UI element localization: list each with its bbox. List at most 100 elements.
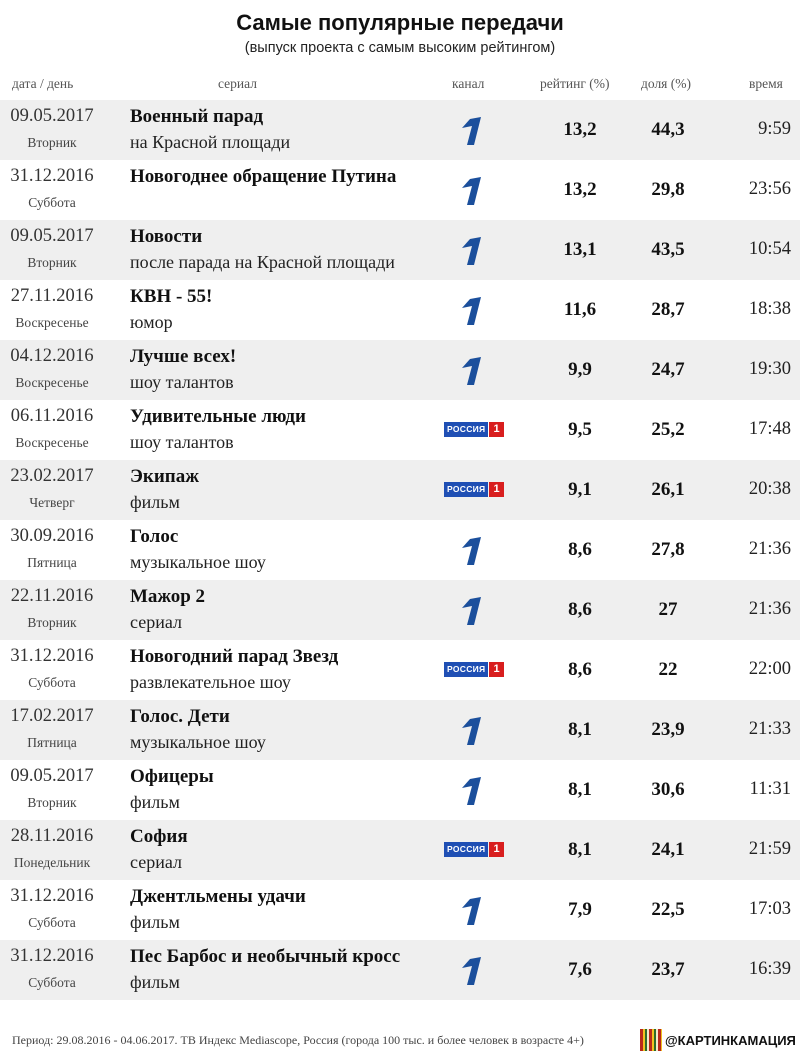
row-date: 28.11.2016: [10, 826, 94, 846]
perviy-kanal-logo-icon: [462, 957, 481, 985]
column-header-series: сериал: [218, 76, 257, 91]
row-time: 9:59: [758, 119, 791, 139]
row-show-title: Лучше всех!: [130, 346, 237, 367]
row-show-subtitle: после парада на Красной площади: [130, 252, 395, 272]
table-row: 22.11.2016 Вторник Мажор 2 сериал 8,6 27 21:36: [0, 580, 800, 640]
row-rating: 8,1: [568, 719, 592, 740]
row-rating: 13,2: [563, 119, 597, 140]
row-weekday: Суббота: [28, 915, 76, 930]
table-row: 31.12.2016 Суббота Пес Барбос и необычный …: [0, 940, 800, 1000]
row-show-subtitle: фильм: [130, 492, 180, 512]
row-show-title: КВН - 55!: [130, 286, 213, 307]
rossiya-logo-number: 1: [489, 422, 504, 437]
row-rating: 11,6: [563, 299, 597, 320]
row-rating: 8,6: [568, 599, 592, 620]
row-time: 21:36: [748, 599, 791, 619]
row-show-subtitle: фильм: [130, 972, 180, 992]
row-time: 17:48: [748, 419, 791, 439]
row-date: 30.09.2016: [10, 526, 94, 546]
row-date: 09.05.2017: [10, 226, 94, 246]
row-time: 21:36: [748, 539, 791, 559]
row-date: 31.12.2016: [10, 166, 94, 186]
row-show-subtitle: на Красной площади: [130, 132, 291, 152]
row-weekday: Суббота: [28, 195, 76, 210]
rossiya-1-logo-icon: РОССИЯ 1: [444, 842, 504, 857]
row-weekday: Вторник: [27, 795, 77, 810]
rossiya-1-logo-icon: РОССИЯ 1: [444, 662, 504, 677]
row-date: 09.05.2017: [10, 766, 94, 786]
rossiya-1-logo-icon: РОССИЯ 1: [444, 482, 504, 497]
row-show-subtitle: фильм: [130, 912, 180, 932]
row-show-subtitle: юмор: [130, 312, 173, 332]
row-time: 23:56: [748, 179, 791, 199]
row-rating: 13,1: [563, 239, 597, 260]
row-weekday: Вторник: [27, 135, 77, 150]
column-header-rating: рейтинг (%): [540, 76, 610, 91]
brand-name: @КАРТИНКАМАЦИЯ: [665, 1032, 796, 1048]
row-share: 22: [658, 659, 678, 680]
page-title: Самые популярные передачи: [236, 10, 564, 35]
row-show-title: Новости: [130, 226, 203, 247]
row-date: 31.12.2016: [10, 646, 94, 666]
table-row: 17.02.2017 Пятница Голос. Дети музыкальное …: [0, 700, 800, 760]
perviy-kanal-logo-icon: [462, 357, 481, 385]
row-channel: [440, 280, 506, 340]
row-show-title: София: [130, 826, 188, 847]
table-row: 04.12.2016 Воскресенье Лучше всех! шоу тала…: [0, 340, 800, 400]
row-channel: [440, 700, 506, 760]
row-channel: [440, 340, 506, 400]
row-share: 44,3: [651, 119, 685, 140]
brand-watermark: @КАРТИНКАМАЦИЯ: [640, 1028, 796, 1052]
row-show-title: Новогодний парад Звезд: [130, 646, 339, 667]
row-share: 26,1: [651, 479, 685, 500]
row-weekday: Суббота: [28, 975, 76, 990]
rossiya-logo-text: РОССИЯ: [444, 662, 489, 677]
row-channel: [440, 940, 506, 1000]
row-date: 17.02.2017: [10, 706, 94, 726]
column-header-date: дата / день: [12, 76, 74, 91]
row-share: 22,5: [651, 899, 685, 920]
table-row: 06.11.2016 Воскресенье Удивительные люди шо…: [0, 400, 800, 460]
row-share: 43,5: [651, 239, 685, 260]
row-share: 28,7: [651, 299, 685, 320]
row-show-title: Голос. Дети: [130, 706, 230, 727]
row-weekday: Вторник: [27, 615, 77, 630]
row-share: 29,8: [651, 179, 685, 200]
row-date: 09.05.2017: [10, 106, 94, 126]
row-channel: [440, 520, 506, 580]
rossiya-logo-number: 1: [489, 662, 504, 677]
column-header-channel: канал: [452, 76, 485, 91]
row-show-title: Экипаж: [130, 466, 200, 487]
row-show-title: Пес Барбос и необычный кросс: [130, 946, 401, 967]
row-show-title: Военный парад: [130, 106, 264, 127]
rossiya-logo-number: 1: [489, 482, 504, 497]
table-row: 09.05.2017 Вторник Военный парад на Красной…: [0, 100, 800, 160]
row-share: 30,6: [651, 779, 685, 800]
row-channel: РОССИЯ 1: [440, 640, 506, 700]
row-time: 18:38: [748, 299, 791, 319]
row-channel: [440, 220, 506, 280]
table-row: 27.11.2016 Воскресенье КВН - 55! юмор 11,6 28…: [0, 280, 800, 340]
row-show-subtitle: сериал: [130, 612, 182, 632]
row-weekday: Суббота: [28, 675, 76, 690]
row-time: 22:00: [748, 659, 791, 679]
page-subtitle: (выпуск проекта с самым высоким рейтинго…: [244, 40, 556, 56]
row-channel: [440, 880, 506, 940]
row-rating: 9,1: [568, 479, 592, 500]
row-time: 19:30: [748, 359, 791, 379]
row-show-subtitle: шоу талантов: [130, 432, 234, 452]
row-time: 21:59: [748, 839, 791, 859]
row-weekday: Воскресенье: [15, 315, 89, 330]
perviy-kanal-logo-icon: [462, 237, 481, 265]
row-rating: 8,6: [568, 659, 592, 680]
table-row: 31.12.2016 Суббота Новогоднее обращение Пу…: [0, 160, 800, 220]
row-time: 11:31: [749, 779, 791, 799]
perviy-kanal-logo-icon: [462, 597, 481, 625]
row-weekday: Воскресенье: [15, 435, 89, 450]
row-share: 23,9: [651, 719, 685, 740]
column-header-time: время: [749, 76, 783, 91]
row-rating: 8,1: [568, 779, 592, 800]
brand-logo-icon: [640, 1029, 662, 1051]
row-weekday: Воскресенье: [15, 375, 89, 390]
row-rating: 8,6: [568, 539, 592, 560]
